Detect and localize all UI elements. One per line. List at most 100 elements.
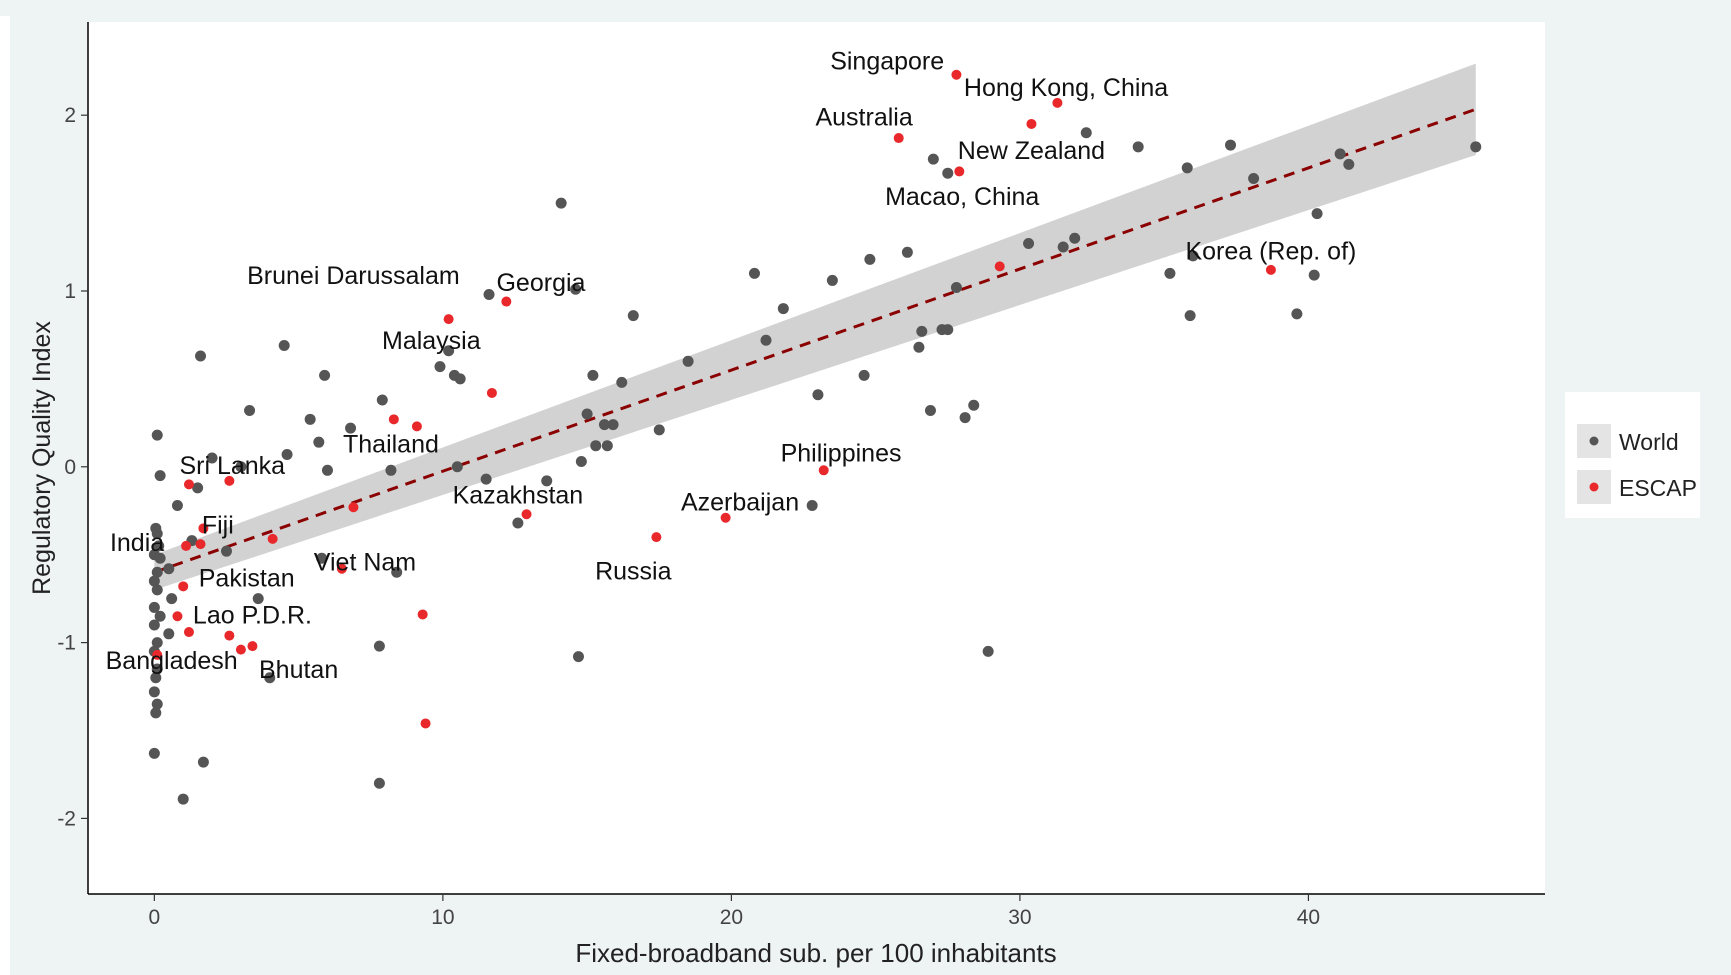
point-world <box>319 369 331 381</box>
point-annotation: Lao P.D.R. <box>193 601 312 629</box>
point-annotation: Sri Lanka <box>179 452 285 480</box>
point-escap <box>893 133 904 144</box>
y-tick-label: 0 <box>64 456 76 479</box>
point-world <box>555 197 567 209</box>
point-world <box>1343 158 1355 170</box>
point-world <box>901 246 913 258</box>
point-annotation: Korea (Rep. of) <box>1185 237 1356 265</box>
y-ticks: -2 -1 0 1 2 <box>57 104 88 830</box>
y-axis-label: Regulatory Quality Index <box>28 321 56 595</box>
point-world <box>590 440 602 452</box>
point-escap <box>195 539 206 550</box>
point-world <box>1184 310 1196 322</box>
point-escap <box>235 644 246 655</box>
point-world <box>812 389 824 401</box>
point-world <box>1308 269 1320 281</box>
trend-line <box>153 107 1477 574</box>
point-world <box>924 405 936 417</box>
x-tick-label: 10 <box>431 906 454 929</box>
point-world <box>151 429 163 441</box>
point-world <box>512 517 524 529</box>
legend: World ESCAP <box>1565 392 1700 518</box>
point-escap <box>1265 264 1276 275</box>
point-world <box>916 325 928 337</box>
point-annotation: Hong Kong, China <box>964 74 1168 102</box>
point-world <box>616 376 628 388</box>
point-world <box>148 601 160 613</box>
point-world <box>598 419 610 431</box>
point-world <box>197 756 209 768</box>
point-world <box>1225 139 1237 151</box>
point-escap <box>954 166 965 177</box>
x-ticks: 0 10 20 30 40 <box>149 894 1320 929</box>
point-world <box>748 267 760 279</box>
point-world <box>1291 308 1303 320</box>
point-world <box>913 341 925 353</box>
point-world <box>376 394 388 406</box>
point-escap <box>1026 118 1037 129</box>
point-escap <box>181 540 192 551</box>
point-annotation: Azerbaijan <box>681 489 799 517</box>
point-world <box>1023 238 1035 250</box>
point-world <box>581 408 593 420</box>
x-axis-label: Fixed-broadband sub. per 100 inhabitants <box>575 938 1056 968</box>
point-world <box>148 575 160 587</box>
point-world <box>1069 232 1081 244</box>
point-world <box>177 793 189 805</box>
x-tick-label: 30 <box>1008 906 1031 929</box>
point-world <box>171 499 183 511</box>
point-world <box>1164 267 1176 279</box>
point-world <box>1470 141 1482 153</box>
point-annotation: Kazakhstan <box>453 482 584 510</box>
point-escap <box>388 414 399 425</box>
point-escap <box>951 69 962 80</box>
point-world <box>235 461 247 473</box>
point-annotation: Russia <box>595 557 672 585</box>
point-world <box>304 413 316 425</box>
point-world <box>1080 127 1092 139</box>
legend-label-world: World <box>1619 429 1679 455</box>
point-escap <box>486 387 497 398</box>
point-world <box>385 464 397 476</box>
point-annotation: Australia <box>815 104 912 132</box>
confidence-band-layer <box>154 63 1476 590</box>
point-escap <box>720 512 731 523</box>
x-tick-label: 20 <box>720 906 743 929</box>
point-annotation: Brunei Darussalam <box>247 262 460 290</box>
point-escap <box>818 465 829 476</box>
point-annotation: Georgia <box>496 269 585 297</box>
point-world <box>281 448 293 460</box>
point-world <box>148 747 160 759</box>
point-world <box>151 584 163 596</box>
point-world <box>1334 148 1346 160</box>
y-tick-label: -1 <box>57 632 76 655</box>
legend-marker-escap <box>1589 482 1599 492</box>
confidence-band <box>154 63 1476 590</box>
x-tick-label: 40 <box>1297 906 1320 929</box>
point-world <box>942 167 954 179</box>
point-escap <box>152 649 163 660</box>
point-world <box>154 470 166 482</box>
point-escap <box>224 630 235 641</box>
point-world <box>454 373 466 385</box>
point-escap <box>411 421 422 432</box>
point-world <box>777 303 789 315</box>
point-world <box>942 324 954 336</box>
point-world <box>148 619 160 631</box>
point-world <box>148 686 160 698</box>
point-world <box>653 424 665 436</box>
point-world <box>587 369 599 381</box>
point-world <box>313 436 325 448</box>
point-world <box>1057 241 1069 253</box>
point-annotation: India <box>110 529 164 557</box>
point-annotation: Philippines <box>781 440 902 468</box>
point-world <box>1311 208 1323 220</box>
point-world <box>959 412 971 424</box>
point-escap <box>420 718 431 729</box>
point-annotation: Pakistan <box>199 564 295 592</box>
legend-label-escap: ESCAP <box>1619 475 1697 501</box>
point-world <box>316 552 328 564</box>
point-world <box>480 473 492 485</box>
point-world <box>607 419 619 431</box>
